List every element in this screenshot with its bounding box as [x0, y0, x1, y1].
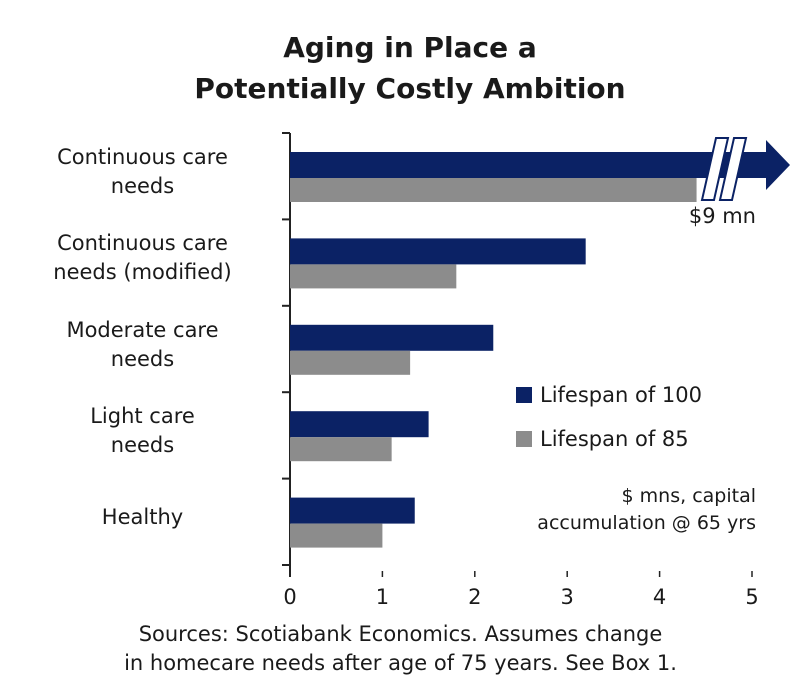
x-tick-label: 2 — [468, 585, 481, 609]
annotation: $ mns, capital accumulation @ 65 yrs — [537, 485, 756, 534]
x-tick-label: 5 — [745, 585, 758, 609]
x-tick-label: 4 — [653, 585, 666, 609]
legend-label: Lifespan of 100 — [540, 383, 702, 407]
axis-break — [718, 137, 748, 201]
category-label: Light care needs — [90, 403, 195, 458]
bar — [290, 238, 586, 265]
category-label: Continuous care needs (modified) — [53, 231, 232, 285]
bar — [290, 523, 383, 548]
bar — [290, 437, 392, 462]
legend-swatch — [516, 431, 532, 447]
overflow-arrow — [766, 140, 790, 190]
bar — [290, 178, 697, 202]
legend-label: Lifespan of 85 — [540, 427, 689, 451]
bar — [290, 324, 494, 351]
category-label: Healthy — [101, 505, 184, 530]
category-label: Moderate care needs — [66, 317, 219, 371]
category-label: Continuous care needs — [57, 144, 228, 199]
source-note: Sources: Scotiabank Economics. Assumes c… — [124, 622, 677, 676]
bar — [290, 350, 411, 375]
bar — [290, 411, 429, 438]
x-tick-label: 0 — [283, 585, 296, 609]
value-label: $9 mn — [689, 204, 756, 228]
bar — [290, 264, 457, 289]
bar — [290, 152, 766, 178]
x-tick-label: 3 — [561, 585, 574, 609]
axis-break — [700, 137, 730, 201]
x-tick-label: 1 — [376, 585, 389, 609]
chart-title: Aging in Place a Potentially Costly Ambi… — [194, 31, 626, 105]
bar — [290, 497, 415, 524]
legend-swatch — [516, 387, 532, 403]
